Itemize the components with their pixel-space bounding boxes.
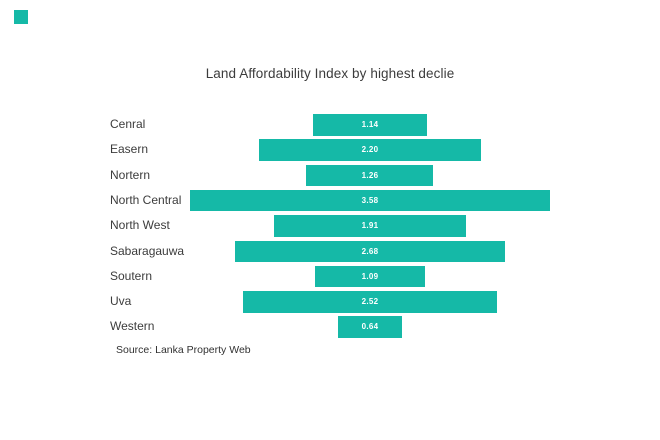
bar-value-label: 2.52	[361, 297, 379, 307]
category-label: North West	[110, 218, 170, 233]
chart-title: Land Affordability Index by highest decl…	[205, 66, 455, 81]
bar-row: North West 1.91	[0, 215, 660, 237]
category-label: Soutern	[110, 268, 153, 283]
brand-corner-square	[14, 10, 28, 24]
value-bar: 2.52	[242, 291, 497, 313]
value-bar: 2.68	[234, 240, 506, 262]
value-bar: 2.20	[259, 139, 481, 161]
bar-row: Soutern 1.09	[0, 265, 660, 288]
bar-row: Uva 2.52	[0, 291, 660, 313]
category-label: Uva	[110, 294, 132, 309]
bar-row: Western 0.64	[0, 316, 660, 338]
category-label: Western	[110, 319, 155, 334]
bar-rows: Cenral 1.14 Easern 2.20 Nortern 1.26 North Cen…	[0, 114, 660, 344]
category-label: Nortern	[110, 167, 151, 182]
bar-value-label: 1.14	[361, 120, 379, 129]
bar-value-label: 1.91	[361, 221, 379, 231]
value-bar: 1.91	[273, 215, 467, 237]
bar-row: North Central 3.58	[0, 189, 660, 212]
bar-value-label: 3.58	[361, 195, 379, 205]
bar-value-label: 1.26	[361, 170, 379, 180]
value-bar: 1.14	[312, 114, 428, 136]
bar-value-label: 0.64	[361, 322, 379, 332]
bar-row: Easern 2.20	[0, 139, 660, 161]
value-bar: 0.64	[337, 316, 403, 338]
value-bar: 3.58	[189, 189, 551, 212]
category-label: Cenral	[110, 117, 146, 131]
bar-value-label: 2.68	[361, 246, 379, 256]
value-bar: 1.26	[306, 164, 434, 187]
source-note: Source: Lanka Property Web	[116, 344, 251, 356]
category-label: Sabaragauwa	[110, 243, 185, 258]
bar-value-label: 1.09	[361, 271, 379, 281]
bar-value-label: 2.20	[361, 145, 379, 155]
bar-row: Cenral 1.14	[0, 114, 660, 136]
value-bar: 1.09	[315, 265, 425, 288]
bar-row: Nortern 1.26	[0, 164, 660, 187]
bar-row: Sabaragauwa 2.68	[0, 240, 660, 262]
category-label: Easern	[110, 142, 149, 157]
category-label: North Central	[110, 192, 182, 207]
